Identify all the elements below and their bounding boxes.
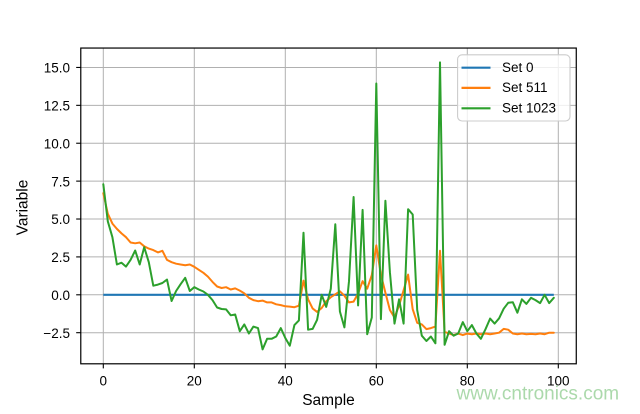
svg-text:60: 60 [369,374,384,389]
svg-text:40: 40 [278,374,293,389]
svg-text:7.5: 7.5 [51,174,70,189]
svg-text:www.cntronics.com: www.cntronics.com [456,383,620,404]
svg-text:10.0: 10.0 [44,136,70,151]
svg-text:15.0: 15.0 [44,61,70,76]
svg-text:−2.5: −2.5 [43,326,70,341]
svg-text:Set 0: Set 0 [502,60,534,75]
svg-text:Set 1023: Set 1023 [502,101,556,116]
svg-text:20: 20 [187,374,202,389]
svg-text:Variable: Variable [15,180,32,236]
svg-text:100: 100 [547,374,570,389]
svg-text:80: 80 [460,374,475,389]
svg-text:5.0: 5.0 [51,212,70,227]
svg-text:12.5: 12.5 [44,99,70,114]
svg-text:0: 0 [100,374,108,389]
svg-text:0.0: 0.0 [51,288,70,303]
svg-text:Sample: Sample [302,392,355,409]
svg-text:2.5: 2.5 [51,250,70,265]
svg-text:Set 511: Set 511 [502,80,548,95]
